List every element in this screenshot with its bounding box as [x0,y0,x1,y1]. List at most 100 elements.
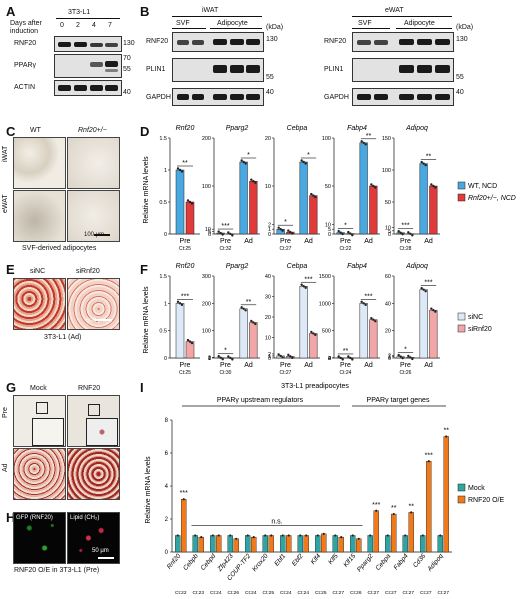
panel-label-i: I [140,380,144,395]
i-bar-oe-1 [198,536,204,553]
d-tick-label-2-1: 1 [268,227,271,233]
i-ct-1: Ct:23 [193,590,205,596]
i-ct-9: Ct:27 [333,590,345,596]
g-micro-rnf20-ad [67,448,120,500]
f-dot-2-0-1-1 [289,355,292,358]
i-ct-2: Ct:24 [210,590,222,596]
d-tick-label-2-0: 0 [268,232,271,238]
d-dot-1-0-1-0 [227,231,230,234]
f-tick-label-4-5: 60 [385,274,391,280]
d-dot-3-0-1-0 [347,230,350,234]
i-tick-label-3: 6 [165,451,169,457]
f-sig-3-0: ** [343,348,349,355]
panel-label-e: E [6,262,15,277]
d-dot-3-0-1-1 [349,232,352,235]
d-tick-label-4-4: 100 [382,168,391,174]
i-category-11: Pparg2 [356,552,375,573]
d-dot-1-1-0-0 [240,159,243,162]
b-ewat-svf: SVF [358,20,372,27]
i-category-14: Cd36 [412,552,428,569]
a-marker-40: 40 [123,89,131,96]
f-tick-label-2-6: 40 [265,274,271,280]
b-iwat-marker-55: 55 [266,74,274,81]
i-dot-mock-14 [421,534,424,537]
c-ko-label: Rnf20+/− [78,127,107,134]
f-dot-2-1-1-1 [312,332,315,335]
d-dot-3-0-0-1 [339,231,342,234]
i-ct-14: Ct:27 [420,590,432,596]
panel-label-a: A [6,4,16,19]
f-dot-1-0-1-2 [231,358,234,361]
c-scale: 100 μm [84,232,105,238]
d-dot-3-1-0-2 [364,143,367,146]
a-blot-rnf20 [54,36,122,52]
d-dot-2-1-0-1 [302,160,305,164]
f-dot-1-0-0-0 [217,355,220,358]
i-bar-mock-11 [367,535,373,553]
d-ct-1: Ct:32 [220,246,232,252]
b-iwat-marker-130: 130 [266,36,278,43]
d-dot-2-0-1-1 [289,230,292,234]
i-legend-oe-swatch [457,495,466,504]
d-group-label-1-0: Pre [220,238,231,245]
f-bar-a-3-1 [359,303,368,359]
i-bar-mock-1 [192,535,198,553]
f-dot-1-1-1-0 [250,319,253,323]
e-caption: 3T3-L1 (Ad) [44,334,82,341]
c-row-ewat: eWAT [2,194,9,213]
d-sig-0-0: ** [182,160,188,167]
d-bar-a-1-1 [239,161,248,235]
a-title-line [56,18,120,19]
f-group-label-4-0: Pre [400,362,411,369]
d-tick-label-3-0: 0 [328,232,331,238]
d-sig-1-0: *** [221,223,229,230]
d-group-label-2-1: Ad [304,238,313,245]
c-micro-wt-iwat [13,137,66,189]
i-ct-8: Ct:25 [315,590,327,596]
d-dot-4-0-0-1 [399,231,402,234]
f-gene-title-0: Rnf20 [176,263,195,270]
b-ewat-adipocyte: Adipocyte [404,20,435,27]
d-legend-wt: WT, NCD [468,183,497,190]
i-ct-11: Ct:27 [368,590,380,596]
d-ylabel: Relative mRNA levels [143,156,150,224]
f-tick-label-1-0: 0 [208,356,211,362]
f-legend-sirnf: siRnf20 [468,326,492,333]
b-ewat-kda: (kDa) [456,24,474,31]
h-micro-gfp: GFP (RNF20) [13,512,66,564]
i-dot-oe-3 [235,537,238,540]
d-dot-1-0-1-1 [229,232,232,236]
i-bar-oe-6 [286,535,292,553]
f-tick-label-2-5: 30 [265,295,271,301]
i-dot-mock-2 [211,534,214,537]
b-iwat-kda: (kDa) [266,24,284,31]
a-title: 3T3-L1 [68,9,91,16]
i-bar-oe-11 [373,510,379,553]
d-dot-2-0-0-2 [281,229,284,232]
d-dot-3-1-1-1 [372,184,375,188]
f-tick-label-2-2: 2 [268,352,271,358]
d-dot-4-1-0-2 [424,163,427,167]
e-sinc-label: siNC [30,268,46,275]
b-iwat-adipocyte: Adipocyte [217,20,248,27]
d-dot-1-0-0-2 [221,233,224,236]
d-dot-0-0-0-0 [176,167,180,170]
i-dot-mock-10 [351,534,354,537]
b-iwat-label-plin1: PLIN1 [146,66,166,73]
d-tick-label-3-3: 50 [325,184,331,190]
d-group-label-4-0: Pre [400,238,411,245]
d-bar-a-2-1 [299,161,308,235]
g-micro-rnf20-pre [67,395,120,447]
f-dot-4-0-1-1 [409,356,412,359]
i-sig-11: *** [372,502,380,509]
f-group-label-2-0: Pre [280,362,291,369]
a-marker-130: 130 [123,40,135,47]
a-blot-actin [54,80,122,96]
f-dot-0-0-1-0 [186,338,190,342]
d-sig-3-0: * [344,223,347,230]
f-dot-0-0-0-1 [178,302,182,305]
i-dot-mock-9 [334,534,337,537]
f-bar-a-1-1 [239,308,248,359]
d-chart: Relative mRNA levels Rnf2000.511.5Pre**C… [143,125,516,252]
i-sig-13: ** [409,503,415,510]
